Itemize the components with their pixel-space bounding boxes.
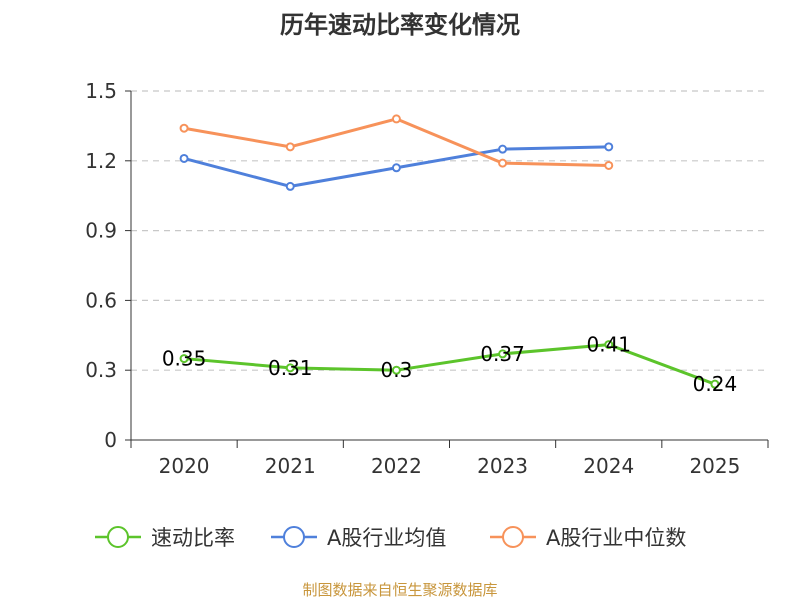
data-point[interactable] (179, 153, 189, 163)
x-tick-label: 2023 (477, 454, 528, 478)
y-tick-label: 0.6 (85, 288, 117, 312)
data-label: 0.37 (480, 342, 525, 366)
legend-marker (283, 526, 305, 548)
data-label: 0.24 (693, 372, 738, 396)
legend-marker (107, 526, 129, 548)
legend-label: A股行业均值 (327, 526, 446, 550)
legend-label: A股行业中位数 (546, 526, 686, 550)
data-point[interactable] (604, 142, 614, 152)
legend-item[interactable]: 速动比率 (95, 526, 235, 550)
x-tick-label: 2021 (265, 454, 316, 478)
data-point[interactable] (179, 123, 189, 133)
data-label: 0.41 (586, 333, 631, 357)
series-line (183, 117, 609, 167)
data-point[interactable] (285, 181, 295, 191)
data-point[interactable] (179, 354, 189, 364)
legend-item[interactable]: A股行业中位数 (490, 526, 686, 550)
legend[interactable]: 速动比率 A股行业均值 A股行业中位数 (95, 526, 686, 550)
data-label: 0.3 (381, 358, 413, 382)
chart-title: 历年速动比率变化情况 (280, 11, 520, 39)
x-tick-label: 2022 (371, 454, 422, 478)
grid (131, 90, 768, 371)
data-point[interactable] (391, 114, 401, 124)
series-line (183, 343, 716, 386)
x-tick-label: 2025 (689, 454, 740, 478)
data-point[interactable] (498, 144, 508, 154)
y-tick-label: 0.9 (85, 219, 117, 243)
data-label: 0.31 (268, 356, 313, 380)
x-tick-label: 2024 (583, 454, 634, 478)
data-point[interactable] (391, 365, 401, 375)
data-point[interactable] (391, 163, 401, 173)
data-labels: 0.35 0.31 0.3 0.37 0.41 0.24 (162, 333, 737, 397)
series (179, 114, 720, 389)
data-point[interactable] (285, 363, 295, 373)
legend-marker (502, 526, 524, 548)
axes: 0 0.3 0.6 0.9 1.2 1.5 2020 2021 2022 2023 2024 2025 (85, 79, 769, 478)
data-point[interactable] (604, 340, 614, 350)
x-tick-label: 2020 (159, 454, 210, 478)
data-point[interactable] (710, 379, 720, 389)
data-point[interactable] (604, 160, 614, 170)
data-point[interactable] (498, 349, 508, 359)
data-point[interactable] (498, 158, 508, 168)
legend-item[interactable]: A股行业均值 (271, 526, 446, 550)
data-point[interactable] (285, 142, 295, 152)
y-tick-label: 0 (104, 428, 117, 452)
y-tick-label: 0.3 (85, 358, 117, 382)
data-label: 0.35 (162, 347, 207, 371)
source-note: 制图数据来自恒生聚源数据库 (302, 581, 497, 599)
y-tick-label: 1.2 (85, 149, 117, 173)
legend-label: 速动比率 (151, 526, 235, 550)
y-tick-label: 1.5 (85, 79, 117, 103)
